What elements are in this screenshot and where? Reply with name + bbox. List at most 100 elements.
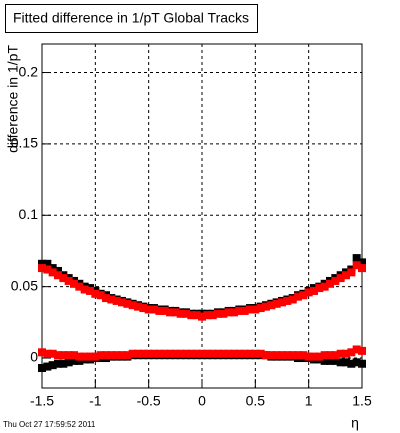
marker bbox=[310, 352, 318, 361]
marker bbox=[315, 352, 324, 361]
marker bbox=[251, 349, 260, 358]
marker bbox=[352, 261, 361, 270]
marker bbox=[166, 349, 174, 358]
x-tick-label: 1 bbox=[305, 393, 313, 409]
marker bbox=[48, 264, 57, 273]
marker bbox=[38, 364, 46, 373]
marker bbox=[59, 359, 68, 368]
marker bbox=[278, 351, 286, 360]
marker bbox=[70, 351, 78, 360]
marker bbox=[219, 349, 228, 358]
marker bbox=[267, 301, 276, 310]
marker bbox=[139, 349, 148, 358]
marker bbox=[54, 351, 62, 360]
marker bbox=[358, 346, 366, 355]
marker bbox=[331, 356, 340, 365]
marker bbox=[54, 359, 62, 368]
marker bbox=[155, 349, 164, 358]
marker bbox=[54, 266, 62, 275]
marker bbox=[342, 349, 350, 358]
marker bbox=[310, 286, 318, 295]
marker bbox=[75, 282, 84, 291]
marker bbox=[235, 349, 244, 358]
marker bbox=[235, 306, 244, 315]
marker bbox=[288, 295, 297, 304]
marker bbox=[326, 351, 334, 360]
marker bbox=[336, 349, 345, 358]
marker bbox=[112, 351, 121, 360]
marker bbox=[80, 285, 89, 294]
marker bbox=[64, 276, 73, 285]
marker bbox=[107, 351, 116, 360]
marker bbox=[283, 351, 292, 360]
marker bbox=[134, 302, 142, 311]
x-tick-label: -1 bbox=[89, 393, 102, 409]
plot-frame bbox=[41, 43, 363, 389]
marker bbox=[75, 352, 84, 361]
marker bbox=[150, 349, 158, 358]
marker bbox=[187, 311, 196, 320]
marker bbox=[214, 309, 222, 318]
marker bbox=[102, 351, 110, 360]
marker bbox=[299, 351, 308, 360]
marker bbox=[326, 279, 334, 288]
x-tick-label: 0.5 bbox=[246, 393, 266, 409]
marker bbox=[272, 299, 281, 308]
marker bbox=[224, 308, 233, 317]
marker bbox=[118, 298, 126, 307]
marker bbox=[262, 302, 270, 311]
marker bbox=[123, 299, 132, 308]
marker bbox=[256, 304, 265, 313]
marker bbox=[43, 259, 52, 268]
marker bbox=[43, 349, 52, 358]
marker bbox=[54, 271, 62, 280]
marker bbox=[187, 349, 196, 358]
marker bbox=[347, 359, 356, 368]
marker bbox=[347, 348, 356, 357]
y-tick-label: 0.15 bbox=[11, 135, 38, 151]
marker bbox=[304, 352, 313, 361]
marker bbox=[246, 349, 254, 358]
marker bbox=[294, 292, 302, 301]
marker bbox=[342, 358, 350, 367]
marker bbox=[262, 351, 270, 360]
x-tick-label: -1.5 bbox=[30, 393, 54, 409]
marker bbox=[251, 305, 260, 314]
marker bbox=[155, 306, 164, 315]
marker bbox=[171, 308, 180, 317]
marker bbox=[48, 349, 57, 358]
marker bbox=[246, 305, 254, 314]
y-tick-label: 0.1 bbox=[19, 206, 39, 222]
marker bbox=[171, 349, 180, 358]
marker bbox=[352, 358, 361, 367]
marker bbox=[358, 258, 366, 267]
marker bbox=[203, 349, 212, 358]
marker bbox=[160, 349, 169, 358]
marker bbox=[299, 291, 308, 300]
marker bbox=[347, 268, 356, 277]
marker bbox=[150, 305, 158, 314]
marker bbox=[38, 259, 46, 268]
marker bbox=[166, 308, 174, 317]
marker bbox=[96, 291, 105, 300]
marker bbox=[48, 268, 57, 277]
marker bbox=[176, 309, 185, 318]
marker bbox=[48, 361, 57, 370]
marker bbox=[59, 274, 68, 283]
marker bbox=[288, 351, 297, 360]
marker bbox=[256, 349, 265, 358]
marker bbox=[112, 296, 121, 305]
marker bbox=[336, 358, 345, 367]
marker bbox=[139, 304, 148, 313]
marker bbox=[198, 312, 206, 321]
marker bbox=[198, 349, 206, 358]
marker bbox=[230, 308, 238, 317]
marker bbox=[107, 295, 116, 304]
marker bbox=[342, 271, 350, 280]
marker bbox=[240, 349, 249, 358]
marker bbox=[134, 349, 142, 358]
marker bbox=[352, 345, 361, 354]
y-axis-label: difference in 1/pT bbox=[5, 45, 21, 153]
marker bbox=[38, 348, 46, 357]
